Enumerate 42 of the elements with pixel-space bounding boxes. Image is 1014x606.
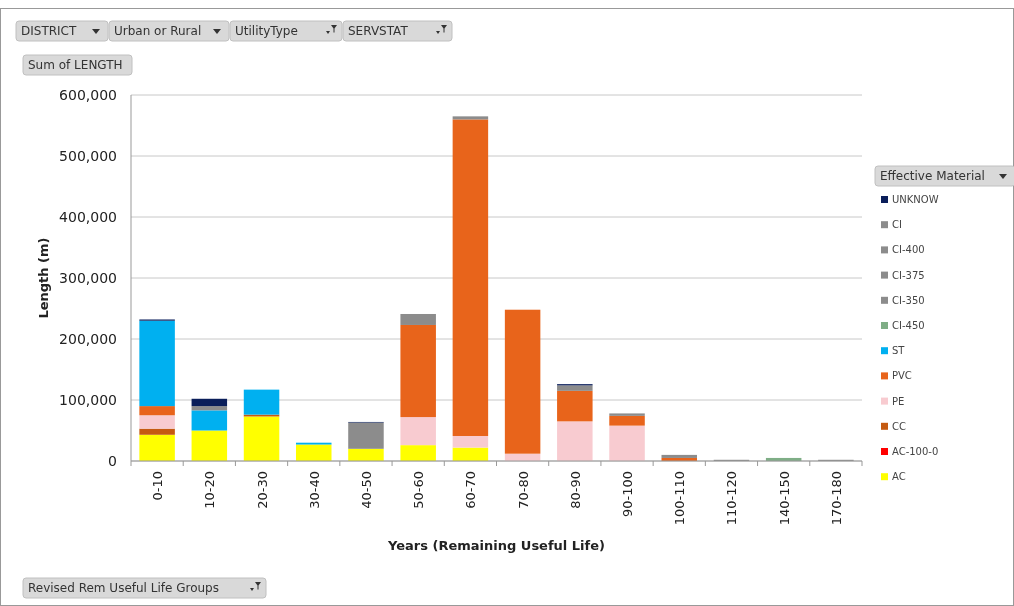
y-tick-label: 300,000 [59, 270, 117, 286]
y-tick-label: 400,000 [59, 209, 117, 225]
text: UtilityType [235, 24, 298, 38]
x-tick-label: 90-100 [620, 471, 636, 518]
legend-label: UNKNOW [892, 194, 939, 205]
x-tick-label: 70-80 [515, 471, 531, 509]
x-tick-label: 110-120 [724, 471, 740, 526]
x-tick-label: 30-40 [306, 471, 322, 509]
x-tick-label: 0-10 [150, 471, 166, 501]
legend-label: AC-100-0 [892, 446, 939, 457]
legend-label: CC [892, 420, 906, 432]
x-tick-label: 50-60 [411, 471, 427, 509]
text: Urban or Rural [114, 24, 202, 38]
legend-label: ST [892, 345, 906, 357]
legend-label: CI-450 [892, 320, 925, 331]
text: Sum of LENGTH [28, 58, 123, 72]
x-tick-label: 10-20 [202, 471, 218, 509]
text: SERVSTAT [348, 24, 409, 38]
legend-label: PVC [892, 370, 912, 382]
x-tick-label: 80-90 [567, 471, 583, 509]
y-tick-label: 100,000 [59, 392, 117, 408]
y-tick-label: 200,000 [59, 331, 117, 347]
y-tick-label: 500,000 [59, 148, 117, 164]
x-tick-label: 100-110 [672, 471, 688, 526]
legend-label: CI-375 [892, 269, 925, 281]
x-axis-title: Years (Remaining Useful Life) [387, 538, 605, 553]
legend-label: CI [892, 219, 902, 231]
x-tick-label: 20-30 [254, 471, 270, 509]
x-tick-label: 170-180 [828, 471, 844, 526]
x-tick-label: 140-150 [776, 471, 792, 526]
text: Revised Rem Useful Life Groups [28, 581, 219, 595]
legend-label: PE [892, 395, 905, 407]
legend-label: CI-350 [892, 294, 925, 306]
y-tick-label: 600,000 [59, 87, 117, 103]
x-tick-label: 60-70 [463, 471, 479, 509]
x-tick-label: 40-50 [358, 471, 374, 509]
legend-title: Effective Material [880, 169, 985, 183]
y-axis-title: Length (m) [36, 237, 51, 319]
y-tick-label: 0 [108, 453, 117, 469]
legend-label: CI-400 [892, 244, 925, 256]
legend-label: AC [892, 471, 906, 483]
text: DISTRICT [21, 24, 77, 38]
